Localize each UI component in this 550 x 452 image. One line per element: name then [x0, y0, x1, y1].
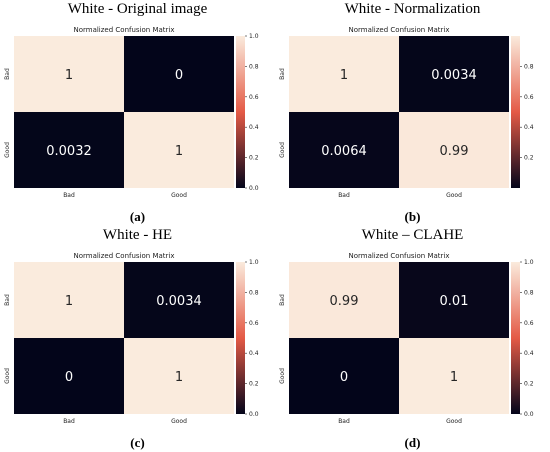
heatmap-chart: Normalized Confusion Matrix 1 0 0.0032 1 Bad G… — [4, 26, 259, 199]
heatmap-chart: Normalized Confusion Matrix 0.99 0.01 0 1 Bad… — [279, 252, 534, 425]
colorbar-tick-label: 0.2 — [249, 155, 259, 162]
colorbar-tick-label: 0.0 — [524, 411, 534, 418]
cell-label: 0 — [65, 370, 73, 385]
colorbar-tick-label: 0.4 — [249, 350, 259, 357]
y-tick-label: Good — [4, 142, 11, 158]
plot-title: Normalized Confusion Matrix — [73, 26, 174, 34]
plot-title: Normalized Confusion Matrix — [73, 252, 174, 260]
heatmap-cell — [289, 112, 399, 188]
cell-label: 0.0032 — [46, 144, 92, 159]
x-tick-label: Good — [171, 192, 187, 199]
cell-label: 1 — [340, 68, 348, 83]
colorbar — [511, 36, 520, 188]
panel-title: White - Normalization — [344, 1, 481, 17]
cell-label: 1 — [65, 294, 73, 309]
colorbar — [236, 36, 245, 188]
colorbar-tick-label: 0.8 — [249, 63, 259, 70]
y-tick-label: Bad — [279, 294, 286, 306]
cell-label: 0.01 — [440, 294, 469, 309]
colorbar — [236, 262, 245, 414]
panel-caption: (a) — [129, 209, 146, 224]
panel-title: White – CLAHE — [361, 227, 464, 243]
colorbar-tick-label: 1.0 — [249, 259, 259, 266]
colorbar-tick-label: 1.0 — [249, 33, 259, 40]
colorbar-tick-label: 0.2 — [524, 381, 534, 388]
colorbar-tick-label: 0.8 — [524, 63, 534, 70]
colorbar-tick-label: 0.8 — [524, 289, 534, 296]
heatmap-cell — [289, 36, 399, 112]
cell-label: 0.0064 — [321, 144, 367, 159]
y-tick-label: Bad — [279, 68, 286, 80]
heatmap-chart: Normalized Confusion Matrix 1 0.0034 0.0064… — [279, 26, 534, 199]
heatmap-chart: Normalized Confusion Matrix 1 0.0034 0 1 Bad G… — [4, 252, 259, 425]
panel-caption: (b) — [404, 209, 421, 224]
colorbar-tick-label: 0.2 — [524, 155, 534, 162]
y-tick-label: Bad — [4, 294, 11, 306]
heatmap-cell — [399, 36, 509, 112]
cell-label: 0.99 — [330, 294, 359, 309]
panel-clahe: White – CLAHE Normalized Confusion Matri… — [275, 226, 550, 452]
cell-label: 1 — [175, 144, 183, 159]
colorbar-tick-label: 0.6 — [524, 320, 534, 327]
cell-label: 0.99 — [440, 144, 469, 159]
x-tick-label: Bad — [63, 192, 75, 199]
y-tick-label: Bad — [4, 68, 11, 80]
panel-normalization: White - Normalization Normalized Confusi… — [275, 0, 550, 226]
cell-label: 0 — [340, 370, 348, 385]
heatmap-cell — [124, 262, 234, 338]
heatmap-cell — [289, 338, 399, 414]
cell-label: 1 — [65, 68, 73, 83]
plot-title: Normalized Confusion Matrix — [348, 26, 449, 34]
cell-label: 1 — [175, 370, 183, 385]
heatmap-cell — [14, 262, 124, 338]
panel-title: White - Original image — [67, 1, 208, 17]
heatmap-cell — [124, 338, 234, 414]
panel-caption: (c) — [130, 435, 145, 450]
cell-label: 1 — [450, 370, 458, 385]
colorbar-tick-label: 0.2 — [249, 381, 259, 388]
heatmap-cell — [124, 36, 234, 112]
colorbar — [511, 262, 520, 414]
colorbar-tick-label: 0.0 — [249, 185, 259, 192]
x-tick-label: Bad — [338, 192, 350, 199]
colorbar-tick-label: 0.6 — [524, 94, 534, 101]
y-tick-label: Good — [279, 368, 286, 384]
cell-label: 0 — [175, 68, 183, 83]
cell-label: 0.0034 — [431, 68, 477, 83]
x-tick-label: Good — [446, 192, 462, 199]
heatmap-cell — [14, 36, 124, 112]
panel-title: White - HE — [102, 227, 173, 243]
colorbar-tick-label: 0.4 — [249, 124, 259, 131]
panel-caption: (d) — [404, 435, 421, 450]
heatmap-cell — [399, 262, 509, 338]
heatmap-cell — [399, 338, 509, 414]
panel-original-image: White - Original image Normalized Confus… — [0, 0, 275, 226]
colorbar-tick-label: 0.8 — [249, 289, 259, 296]
heatmap-cell — [124, 112, 234, 188]
x-tick-label: Good — [171, 418, 187, 425]
colorbar-tick-label: 0.4 — [524, 124, 534, 131]
colorbar-tick-label: 0.6 — [249, 94, 259, 101]
heatmap-cell — [289, 262, 399, 338]
heatmap-cell — [14, 112, 124, 188]
heatmap-cell — [399, 112, 509, 188]
y-tick-label: Good — [279, 142, 286, 158]
colorbar-tick-label: 0.4 — [524, 350, 534, 357]
y-tick-label: Good — [4, 368, 11, 384]
colorbar-tick-label: 0.0 — [249, 411, 259, 418]
heatmap-cell — [14, 338, 124, 414]
panel-he: White - HE Normalized Confusion Matrix 1 0… — [0, 226, 275, 452]
x-tick-label: Good — [446, 418, 462, 425]
cell-label: 0.0034 — [156, 294, 202, 309]
colorbar-tick-label: 1.0 — [524, 259, 534, 266]
x-tick-label: Bad — [63, 418, 75, 425]
colorbar-tick-label: 0.6 — [249, 320, 259, 327]
plot-title: Normalized Confusion Matrix — [348, 252, 449, 260]
x-tick-label: Bad — [338, 418, 350, 425]
